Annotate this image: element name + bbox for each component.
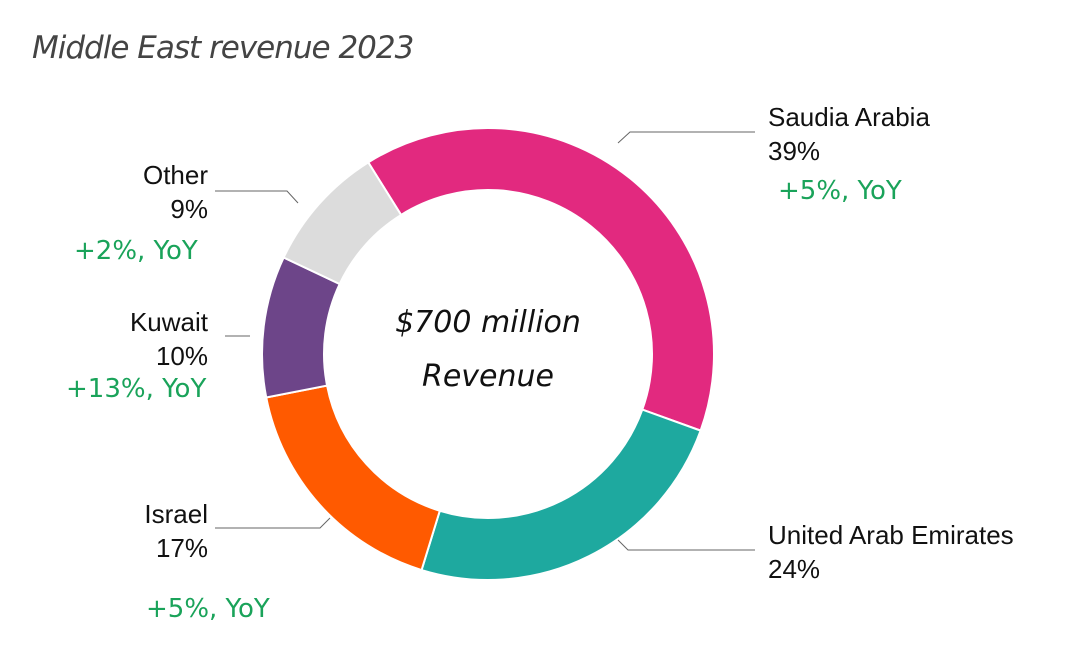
leader-line-other (215, 190, 299, 204)
center-amount: $700 million (395, 305, 581, 340)
slice-pct: 10% (155, 341, 208, 371)
label-other: Other 9% (143, 158, 208, 226)
slice-pct: 39% (768, 136, 821, 166)
slice-name: Israel (144, 499, 208, 529)
slice-united-arab-emirates (420, 408, 702, 581)
yoy-saudi: +5%, YoY (778, 176, 902, 206)
yoy-israel: +5%, YoY (146, 594, 270, 624)
slice-name: United Arab Emirates (768, 520, 1014, 550)
label-saudi: Saudia Arabia 39% (768, 100, 930, 168)
slice-name: Kuwait (129, 307, 208, 337)
slice-israel (265, 384, 442, 572)
center-label: $700 million Revenue (388, 296, 588, 404)
slice-other (282, 160, 403, 286)
slice-pct: 17% (155, 533, 208, 563)
slice-saudia-arabia (366, 127, 715, 432)
slice-name: Other (142, 160, 208, 190)
leader-line-uae (617, 539, 755, 551)
label-kuwait: Kuwait 10% (130, 305, 208, 373)
leader-line-saudi (617, 131, 755, 144)
yoy-kuwait: +13%, YoY (66, 374, 207, 404)
label-uae: United Arab Emirates 24% (768, 518, 1014, 586)
center-caption: Revenue (422, 359, 554, 394)
leader-line-israel (215, 517, 331, 529)
yoy-other: +2%, YoY (74, 236, 198, 266)
label-israel: Israel 17% (144, 497, 208, 565)
slice-name: Saudia Arabia (768, 102, 930, 132)
chart-title: Middle East revenue 2023 (32, 30, 414, 66)
slice-pct: 24% (768, 554, 821, 584)
slice-pct: 9% (170, 194, 208, 224)
